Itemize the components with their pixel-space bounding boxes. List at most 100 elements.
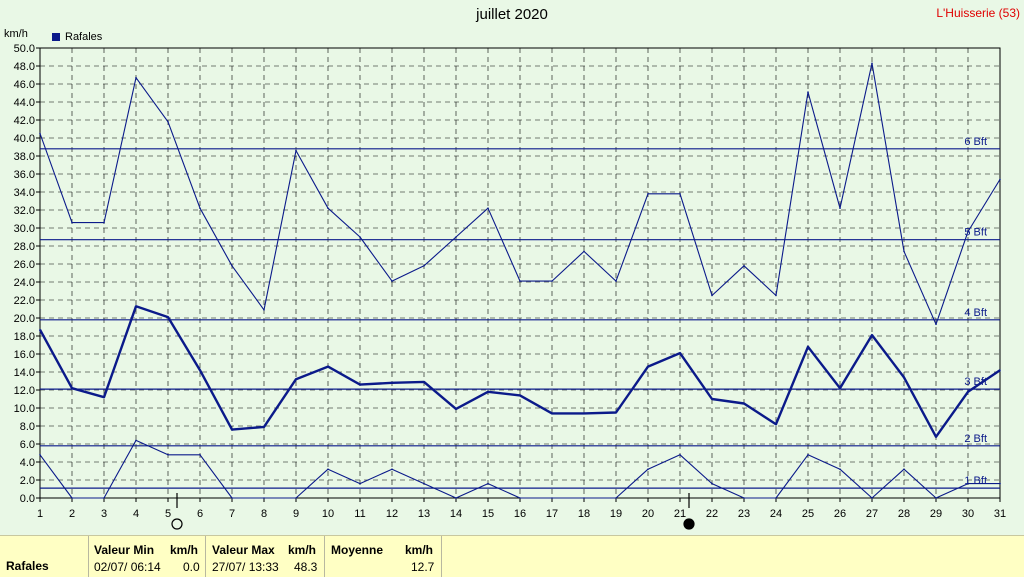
min-value: 0.0	[183, 560, 200, 574]
data-point-min	[295, 497, 297, 499]
y-tick-label: 14.0	[14, 367, 35, 379]
data-point-min	[935, 497, 937, 499]
data-point-max	[231, 265, 233, 267]
data-point-mean	[519, 394, 521, 397]
max-label: Valeur Max	[212, 543, 275, 557]
data-point-mean	[615, 411, 617, 414]
data-point-min	[263, 497, 265, 499]
beaufort-label: 6 Bft	[964, 136, 987, 148]
summary-footer: Rafales Valeur Min km/h 02/07/ 06:14 0.0…	[0, 535, 1024, 577]
y-tick-label: 22.0	[14, 295, 35, 307]
data-point-max	[967, 230, 969, 233]
x-tick-label: 6	[197, 508, 203, 520]
data-point-max	[999, 178, 1001, 181]
y-tick-label: 2.0	[20, 475, 35, 487]
x-tick-label: 18	[578, 508, 590, 520]
data-point-max	[775, 294, 777, 297]
data-point-min	[743, 497, 745, 499]
data-point-max	[359, 236, 361, 238]
beaufort-label: 4 Bft	[964, 307, 987, 319]
x-tick-label: 25	[802, 508, 814, 520]
max-unit: km/h	[288, 543, 317, 557]
data-point-mean	[167, 316, 169, 318]
data-point-mean	[775, 423, 777, 426]
legend: Rafales	[52, 31, 102, 43]
x-tick-label: 16	[514, 508, 526, 520]
avg-label: Moyenne	[331, 543, 384, 557]
data-point-min	[711, 482, 713, 485]
data-point-max	[839, 207, 841, 209]
x-tick-label: 29	[930, 508, 942, 520]
x-tick-label: 12	[386, 508, 398, 520]
y-tick-label: 4.0	[20, 457, 35, 469]
data-point-max	[519, 280, 521, 282]
y-tick-label: 18.0	[14, 331, 35, 343]
data-point-max	[135, 76, 137, 79]
data-point-min	[391, 468, 393, 471]
data-point-mean	[135, 305, 137, 308]
data-point-mean	[551, 412, 553, 415]
station-name: L'Huisserie (53)	[936, 6, 1020, 20]
legend-label: Rafales	[65, 31, 103, 43]
y-tick-label: 8.0	[20, 421, 35, 433]
data-point-min	[359, 482, 361, 485]
x-tick-label: 1	[37, 508, 43, 520]
data-point-mean	[487, 391, 489, 393]
x-tick-label: 24	[770, 508, 782, 520]
empty-cell	[441, 536, 1024, 577]
x-tick-label: 19	[610, 508, 622, 520]
data-point-max	[711, 294, 713, 297]
x-tick-label: 23	[738, 508, 750, 520]
x-tick-label: 22	[706, 508, 718, 520]
x-tick-label: 7	[229, 508, 235, 520]
min-cell: Valeur Min km/h 02/07/ 06:14 0.0	[88, 536, 205, 577]
x-tick-label: 13	[418, 508, 430, 520]
data-point-max	[871, 62, 873, 65]
data-point-max	[423, 265, 425, 267]
data-point-mean	[711, 398, 713, 400]
chart-title: juillet 2020	[476, 6, 548, 23]
beaufort-label: 5 Bft	[964, 227, 987, 239]
full-moon-icon	[171, 518, 183, 530]
data-point-mean	[807, 346, 809, 348]
min-date: 02/07/ 06:14	[94, 560, 161, 574]
x-tick-label: 28	[898, 508, 910, 520]
chart-canvas: 0.0 2.0 4.0 6.0 8.0 10.0 12.0 14.0 16.0 18.0 20.0 2…	[14, 43, 1006, 530]
y-tick-label: 32.0	[14, 205, 35, 217]
data-point-min	[903, 468, 905, 471]
max-cell: Valeur Max km/h 27/07/ 13:33 48.3	[205, 536, 324, 577]
data-point-min	[519, 497, 521, 499]
data-point-mean	[231, 428, 233, 431]
x-tick-label: 11	[354, 508, 365, 520]
data-point-min	[615, 497, 617, 499]
y-tick-label: 40.0	[14, 133, 35, 145]
data-point-min	[775, 497, 777, 499]
x-tick-label: 20	[642, 508, 654, 520]
data-point-min	[71, 497, 73, 499]
data-point-min	[647, 468, 649, 471]
x-tick-label: 30	[962, 508, 974, 520]
x-tick-label: 15	[482, 508, 494, 520]
data-point-mean	[39, 328, 41, 331]
data-point-max	[551, 280, 553, 282]
data-point-mean	[583, 412, 585, 415]
data-point-min	[999, 482, 1001, 485]
avg-value: 12.7	[411, 560, 435, 574]
y-tick-label: 34.0	[14, 187, 35, 199]
data-point-min	[327, 468, 329, 471]
data-point-mean	[199, 369, 201, 372]
min-label: Valeur Min	[94, 543, 155, 557]
y-tick-label: 28.0	[14, 241, 35, 253]
y-tick-label: 42.0	[14, 115, 35, 127]
x-tick-label: 5	[165, 508, 171, 520]
y-tick-label: 46.0	[14, 79, 35, 91]
data-point-max	[167, 121, 169, 123]
data-point-max	[71, 221, 73, 224]
data-point-max	[807, 91, 809, 93]
y-tick-label: 50.0	[14, 43, 35, 55]
x-tick-label: 4	[133, 508, 139, 520]
data-point-max	[935, 323, 937, 326]
data-point-min	[967, 482, 969, 485]
data-point-mean	[935, 436, 937, 438]
data-point-max	[647, 193, 649, 195]
